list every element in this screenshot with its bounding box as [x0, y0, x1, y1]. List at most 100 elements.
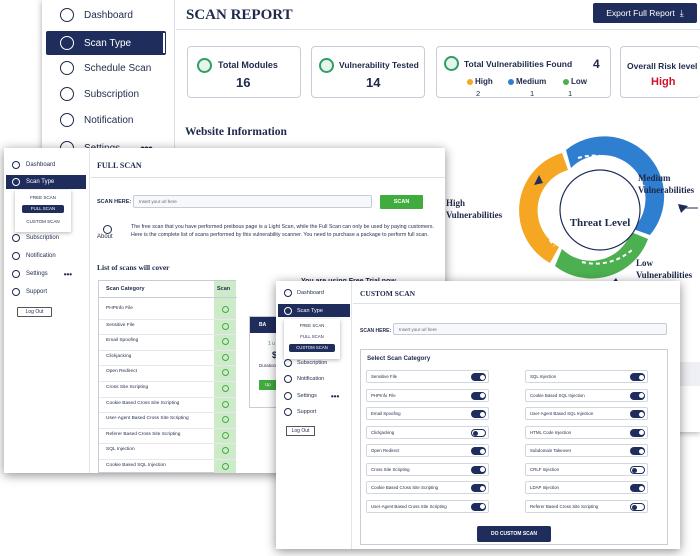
toggle-switch[interactable] — [471, 465, 486, 474]
header-divider — [91, 177, 445, 178]
about-label: About — [97, 234, 113, 240]
menu-item-full-scan[interactable]: FULL SCAN — [300, 334, 324, 339]
category-row[interactable]: User-Agent Based Cross Site Scripting — [366, 499, 489, 513]
category-row[interactable]: Cross Site Scripting — [366, 462, 489, 476]
sidebar-item-subscription[interactable]: Subscription — [6, 232, 88, 244]
sidebar-item-settings[interactable]: Settings ••• — [6, 267, 88, 281]
donut-high-segment — [519, 153, 568, 263]
toggle-switch[interactable] — [471, 502, 486, 511]
category-label: Open Redirect — [371, 448, 400, 453]
url-input[interactable]: Insert your url here — [133, 195, 372, 208]
check-circle-icon — [222, 322, 229, 330]
toggle-switch[interactable] — [630, 428, 645, 437]
toggle-switch[interactable] — [630, 410, 645, 418]
active-indicator — [163, 33, 165, 53]
category-row[interactable]: PHPInfo File — [366, 388, 489, 402]
category-row[interactable]: Open Redirect — [366, 444, 489, 457]
toggle-switch[interactable] — [471, 484, 486, 492]
card-vulnerability-tested: Vulnerability Tested 14 — [311, 46, 425, 98]
check-circle-icon — [222, 353, 229, 361]
table-row: Open Redirect — [99, 365, 236, 380]
category-row[interactable]: Referer Based Cross Site Scripting — [525, 499, 648, 513]
legend-low-vulnerabilities: Low Vulnerabilities — [636, 257, 692, 281]
more-dots-icon[interactable]: ••• — [63, 269, 73, 279]
scan-icon — [284, 306, 292, 315]
sidebar-item-settings[interactable]: Settings ••• — [278, 390, 350, 402]
category-row[interactable]: Clickjacking — [366, 425, 489, 439]
logout-button[interactable]: Log Out — [17, 307, 52, 317]
more-dots-icon[interactable]: ••• — [330, 391, 340, 401]
export-report-button[interactable]: Export Full Report ⤓ — [593, 3, 697, 23]
sidebar-item-notification[interactable]: Notification — [6, 249, 88, 263]
toggle-switch[interactable] — [471, 373, 486, 381]
sidebar-item-scan-type[interactable]: Scan Type — [46, 31, 166, 55]
category-label: Sensitive File — [371, 374, 398, 379]
menu-item-custom-scan[interactable]: CUSTOM SCAN — [289, 344, 335, 352]
menu-item-full-scan[interactable]: FULL SCAN — [22, 205, 64, 213]
category-row[interactable]: SQL Injection — [525, 370, 648, 383]
toggle-switch[interactable] — [630, 465, 645, 474]
scan-button[interactable]: SCAN — [380, 195, 423, 209]
toggle-switch[interactable] — [471, 447, 486, 455]
sidebar-item-notification[interactable]: Notification — [46, 109, 166, 131]
card-risk-level: Overall Risk level High — [620, 46, 700, 98]
category-row[interactable]: Sensitive File — [366, 370, 489, 383]
toggle-switch[interactable] — [630, 502, 645, 511]
toggle-switch[interactable] — [630, 484, 645, 492]
category-row[interactable]: Email Spoofing — [366, 407, 489, 420]
sidebar-item-notification[interactable]: Notification — [278, 373, 350, 385]
category-label: PHPInfo File — [371, 392, 396, 398]
bell-icon — [284, 375, 292, 383]
help-icon — [12, 288, 20, 296]
sidebar-item-scan-type[interactable]: Scan Type — [278, 304, 350, 317]
export-label: Export Full Report — [606, 8, 675, 18]
sidebar-item-dashboard[interactable]: Dashboard — [46, 4, 166, 26]
category-row[interactable]: Cookie Based SQL Injection — [525, 388, 648, 402]
category-row[interactable]: Cookie Based Cross Site Scripting — [366, 481, 489, 494]
toggle-switch[interactable] — [630, 373, 645, 381]
menu-item-free-scan[interactable]: FREE SCAN — [299, 323, 325, 328]
category-label: Email Spoofing — [371, 411, 401, 416]
toggle-switch[interactable] — [471, 410, 486, 418]
category-row[interactable]: Subdomain Takeover — [525, 444, 648, 457]
menu-item-free-scan[interactable]: FREE SCAN — [30, 195, 56, 200]
toggle-switch[interactable] — [471, 428, 486, 437]
sidebar-label: Notification — [297, 376, 325, 382]
url-input[interactable]: Insert your url here — [393, 323, 667, 335]
legend-line: Vulnerabilities — [636, 270, 693, 280]
legend-line: Vulnerabilities — [446, 210, 503, 220]
sidebar-item-support[interactable]: Support — [6, 285, 88, 299]
sidebar-label: Support — [26, 289, 48, 295]
check-circle-icon — [222, 447, 229, 455]
category-row[interactable]: HTML Code Injection — [525, 425, 648, 439]
dollar-icon — [60, 87, 74, 101]
dollar-icon — [12, 234, 20, 242]
category-row[interactable]: CRLF Injection — [525, 462, 648, 476]
category-label: User-Agent Based SQL Injection — [530, 411, 594, 416]
logout-button[interactable]: Log Out — [286, 426, 315, 436]
check-circle-icon — [222, 385, 229, 392]
toggle-switch[interactable] — [471, 391, 486, 400]
sidebar-item-subscription[interactable]: Subscription — [46, 83, 166, 105]
info-icon — [103, 225, 112, 234]
sidebar-item-subscription[interactable]: Subscription — [278, 358, 350, 368]
table-row: PHPInfo File — [99, 303, 236, 318]
sidebar-item-dashboard[interactable]: Dashboard — [6, 158, 88, 172]
check-circle-icon — [222, 463, 229, 470]
sidebar-item-schedule-scan[interactable]: Schedule Scan — [46, 57, 166, 79]
gear-icon — [284, 392, 292, 400]
toggle-switch[interactable] — [630, 447, 645, 455]
sidebar-item-scan-type[interactable]: Scan Type — [6, 175, 86, 189]
page-title: SCAN REPORT — [186, 7, 293, 23]
plan-upgrade-button[interactable]: Up — [259, 380, 289, 390]
dashboard-icon — [284, 289, 292, 297]
category-row[interactable]: LDAP Injection — [525, 481, 648, 494]
sidebar-label: Dashboard — [84, 9, 133, 21]
sidebar-item-dashboard[interactable]: Dashboard — [278, 287, 350, 299]
menu-item-custom-scan[interactable]: CUSTOM SCAN — [26, 219, 60, 224]
sidebar-item-support[interactable]: Support — [278, 406, 350, 418]
do-custom-scan-button[interactable]: DO CUSTOM SCAN — [477, 526, 551, 542]
toggle-switch[interactable] — [630, 391, 645, 400]
scan-type-dropdown: FREE SCAN FULL SCAN CUSTOM SCAN — [15, 190, 71, 232]
category-row[interactable]: User-Agent Based SQL Injection — [525, 407, 648, 420]
